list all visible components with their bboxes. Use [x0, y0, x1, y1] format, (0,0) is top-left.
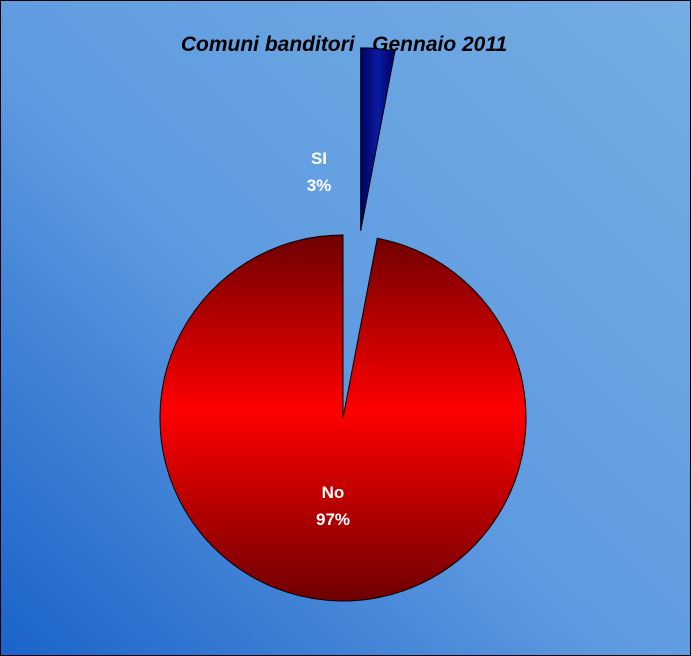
slice-name-si: SI — [311, 149, 327, 168]
slice-percent-si: 3% — [307, 176, 332, 195]
pie-labels: SI 3% No 97% — [307, 149, 350, 529]
slice-percent-no: 97% — [316, 510, 350, 529]
chart-title: Comuni banditori , Gennaio 2011 — [181, 33, 507, 56]
slice-label-si: SI 3% — [307, 149, 332, 195]
slice-label-no: No 97% — [316, 483, 350, 529]
pie-slice-no — [159, 234, 527, 602]
pie-slices — [159, 47, 527, 602]
slice-name-no: No — [322, 483, 345, 502]
pie-slice-si — [360, 47, 396, 231]
